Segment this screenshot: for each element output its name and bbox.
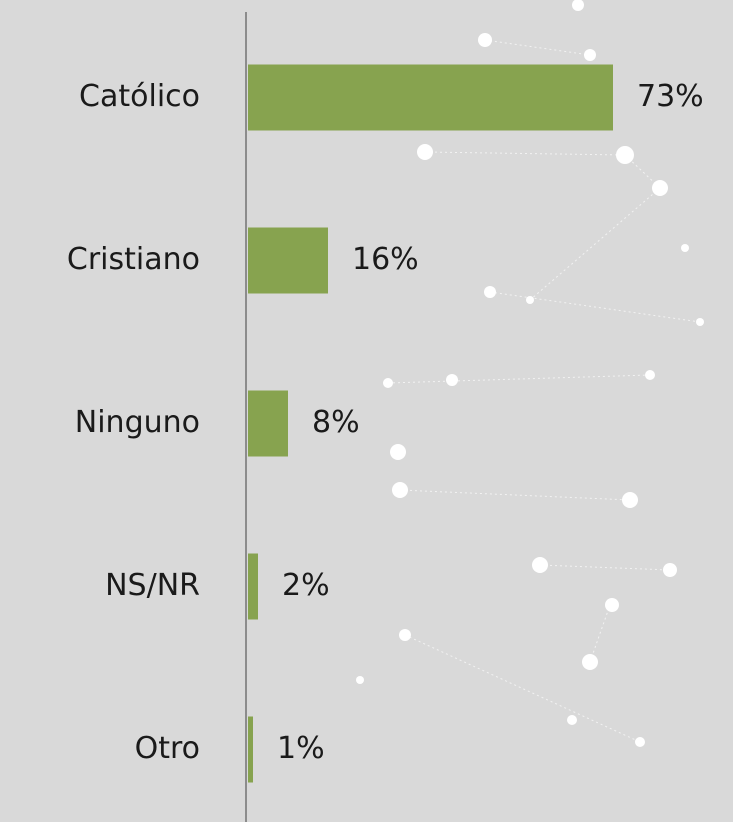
bar — [248, 227, 328, 294]
bar — [248, 553, 258, 620]
category-label: Cristiano — [67, 242, 200, 277]
value-label: 16% — [352, 242, 419, 277]
background-decoration — [356, 0, 704, 747]
category-label: Otro — [135, 731, 200, 766]
category-label: NS/NR — [105, 568, 200, 603]
bar — [248, 64, 613, 131]
value-label: 1% — [277, 731, 325, 766]
value-label: 2% — [282, 568, 330, 603]
bar — [248, 716, 253, 783]
bar — [248, 390, 288, 457]
category-label: Católico — [79, 79, 200, 114]
category-label: Ninguno — [75, 405, 200, 440]
value-label: 73% — [637, 79, 704, 114]
value-label: 8% — [312, 405, 360, 440]
